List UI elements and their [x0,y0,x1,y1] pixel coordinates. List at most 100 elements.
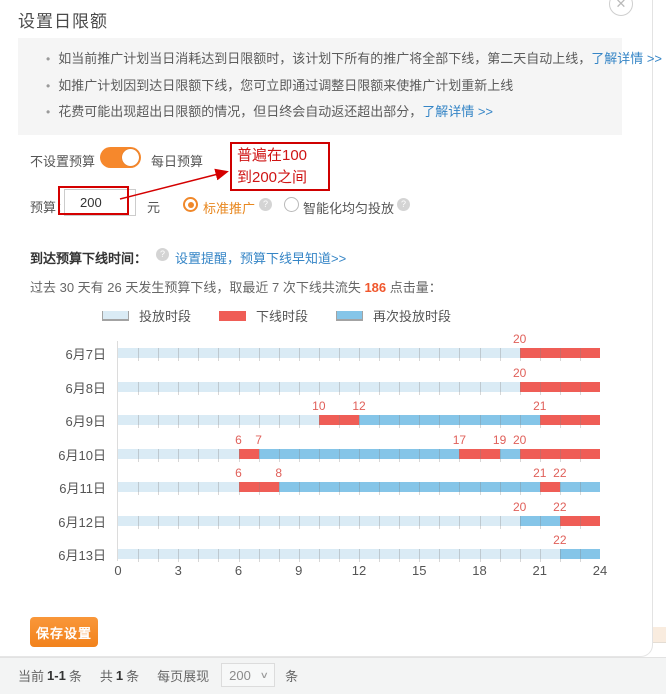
hour-tick [318,482,320,495]
hour-tick [298,448,300,462]
hour-tick [338,515,340,529]
hour-tick [439,448,441,462]
hour-tick [539,348,541,361]
timeline-segment-reserve [278,482,540,492]
hour-tick [359,448,360,462]
annotation-note: 普遍在100 到200之间 [230,142,330,191]
timeline-day-label: 6月8日 [65,380,106,396]
hour-tick [439,348,441,361]
hour-tick [138,482,140,495]
hour-tick [258,415,260,428]
hour-tick [318,381,320,395]
segment-hour-label: 22 [553,533,567,547]
page-size-select[interactable]: 200 ∨ [221,663,276,687]
axis-tick-label: 6 [234,563,243,578]
smart-delivery-radio[interactable] [284,197,299,212]
hour-tick [459,515,461,529]
annotation-text: 普遍在100 [237,147,308,164]
legend-label: 下线时段 [256,309,309,324]
hour-tick [178,348,180,361]
hour-tick [479,482,481,495]
hour-tick [519,415,521,428]
hour-tick [258,348,260,361]
hour-tick [238,482,240,495]
hour-tick [318,549,320,562]
hour-tick [359,482,360,495]
timeline-segment-reserve [499,448,520,459]
hour-tick [559,381,561,395]
hour-tick [258,381,260,395]
hour-tick [459,448,461,462]
timeline-segment-reserve [559,482,600,492]
hour-tick [579,381,581,395]
help-icon[interactable]: ? [259,198,272,211]
hour-tick [479,348,481,361]
hour-tick [399,482,401,495]
hour-tick [399,515,401,529]
learn-more-link[interactable]: 了解详情 >> [591,51,663,66]
pagination-bar [0,657,666,694]
hour-tick [198,348,200,361]
notice-item: • 花费可能出现超出日限额的情况，但日终会自动返还超出部分，了解详情 >> [46,101,616,120]
hour-tick [278,549,280,562]
hour-tick [579,448,581,462]
stats-text: 过去 30 天有 26 天发生预算下线，取最近 7 次下线共流失 [30,280,365,295]
hour-tick [238,381,240,395]
bullet-icon: • [46,79,51,93]
hour-tick [379,482,381,495]
hour-tick [519,515,521,529]
save-settings-button[interactable]: 保存设置 [30,617,98,647]
hour-tick [479,381,481,395]
hour-tick [218,448,220,462]
segment-hour-label: 20 [512,499,527,514]
hour-tick [519,482,521,495]
notice-text: 花费可能出现超出日限额的情况，但日终会自动返还超出部分， [58,104,423,119]
hour-tick [439,415,441,428]
timeline-segment-offline [519,448,600,459]
hour-tick [298,415,300,428]
hour-tick [399,448,401,462]
learn-more-link[interactable]: 了解详情 >> [422,104,494,119]
hour-tick [459,415,461,428]
hour-tick [419,415,421,428]
hour-tick [218,515,220,529]
hour-tick [559,448,561,462]
hour-tick [138,549,140,562]
help-icon[interactable]: ? [156,248,169,261]
standard-promo-radio[interactable] [183,197,198,212]
timeline-segment-offline [519,381,600,392]
hour-tick [359,348,360,361]
hour-tick [439,515,441,529]
hour-tick [278,348,280,361]
hour-tick [479,515,481,529]
legend-item-reserve: 再次投放时段 [336,306,451,325]
hour-tick [479,415,481,428]
hour-tick [238,415,240,428]
hour-tick [519,448,521,462]
hour-tick [278,415,280,428]
timeline-segment-offline [318,415,359,425]
timeline-day-label: 6月11日 [59,481,106,496]
hour-tick [519,348,521,361]
hour-tick [218,381,220,395]
set-reminder-link[interactable]: 设置提醒，预算下线早知道>> [175,251,347,266]
segment-hour-label: 6 [235,432,242,447]
hour-tick [298,549,300,562]
smart-delivery-label: 智能化均匀投放 [303,201,395,216]
segment-hour-label: 6 [235,466,242,480]
close-icon[interactable]: ✕ [609,0,633,16]
pager-unit: 条 [285,668,299,684]
budget-toggle[interactable] [100,147,141,168]
notice-item: • 如当前推广计划当日消耗达到日限额时，该计划下所有的推广将全部下线，第二天自动上… [46,48,662,67]
hour-tick [539,549,541,562]
offline-stats: 过去 30 天有 26 天发生预算下线，取最近 7 次下线共流失 186 点击量… [30,277,442,296]
help-icon[interactable]: ? [397,198,410,211]
hour-tick [499,381,501,395]
budget-input[interactable] [64,189,136,216]
serve-swatch-icon [102,310,129,321]
timeline-segment-serve [118,348,520,358]
timeline-segment-reserve [519,515,560,526]
hour-tick [459,549,461,562]
hour-tick [539,381,541,395]
